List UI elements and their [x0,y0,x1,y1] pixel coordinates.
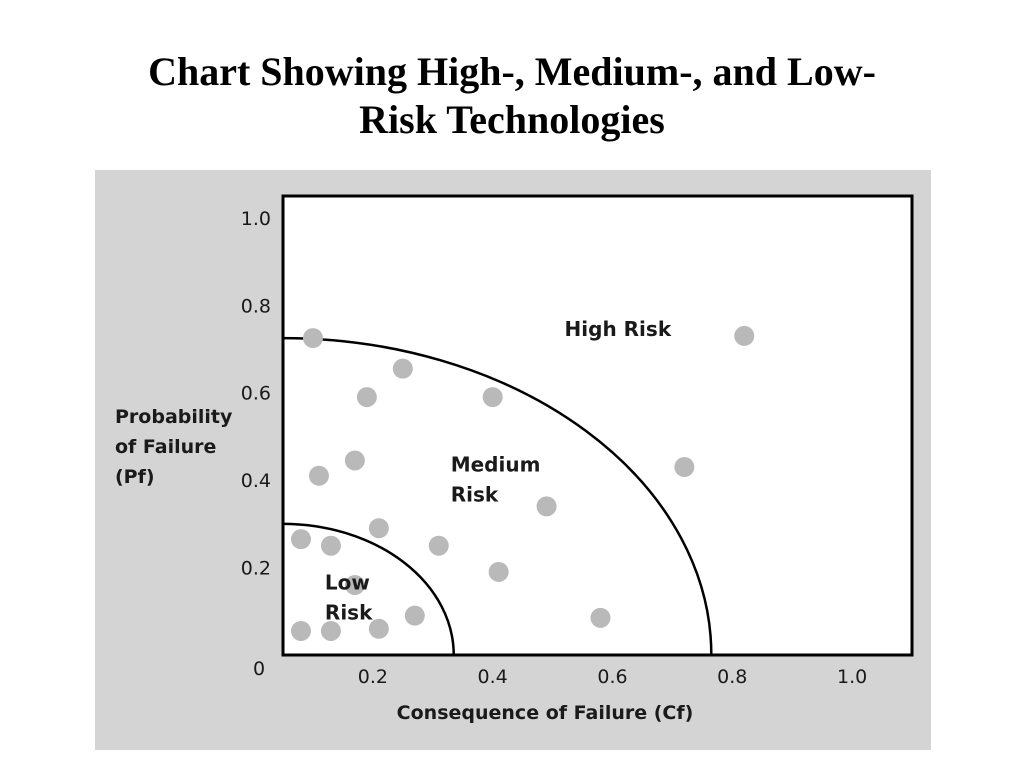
boundary-low-medium [282,522,455,656]
origin-label: 0 [253,658,265,680]
data-point-9 [536,496,557,517]
data-point-4 [482,387,503,408]
x-tick-label: 1.0 [837,666,867,688]
y-tick-label: 0.2 [241,558,271,580]
data-point-14 [488,561,509,582]
data-point-19 [320,620,341,641]
region-label-3: High Risk [565,317,672,341]
data-point-20 [368,618,389,639]
y-tick-label: 0.6 [241,383,271,405]
data-point-10 [368,518,389,539]
data-point-13 [428,535,449,556]
slide-title: Chart Showing High-, Medium-, and Low- R… [40,48,984,144]
data-point-16 [404,605,425,626]
data-point-12 [320,535,341,556]
data-point-18 [290,620,311,641]
y-axis-label-line-1: Probability [115,406,233,428]
data-point-1 [302,328,323,349]
title-line-2: Risk Technologies [359,97,665,142]
y-tick-label: 0.4 [241,470,271,492]
figure-panel: Low Risk Medium Risk High Risk 0.2 0.4 0.6 0.8 1.… [95,170,931,750]
x-tick-label: 0.8 [717,666,747,688]
x-tick-label: 0.2 [358,666,388,688]
data-point-11 [290,529,311,550]
x-tick-label: 0.6 [597,666,627,688]
data-point-7 [308,465,329,486]
region-label-2: Medium Risk [451,452,541,506]
plot-area [281,194,914,657]
x-axis-label: Consequence of Failure (Cf) [396,702,694,724]
boundary-medium-high [282,336,713,656]
data-point-3 [356,387,377,408]
region-label-1: Low Risk [325,570,373,624]
risk-chart: Low Risk Medium Risk High Risk 0.2 0.4 0.6 0.8 1.… [241,194,914,688]
data-point-5 [734,325,755,346]
data-point-8 [674,457,695,478]
y-tick-label: 0.8 [241,295,271,317]
y-axis-label: Probability of Failure (Pf) [115,402,232,492]
data-point-2 [392,358,413,379]
title-line-1: Chart Showing High-, Medium-, and Low- [148,49,876,94]
x-tick-label: 0.4 [478,666,508,688]
y-tick-label: 1.0 [241,208,271,230]
data-point-17 [590,607,611,628]
y-axis-label-line-3: (Pf) [115,466,155,488]
data-point-6 [344,450,365,471]
data-point-15 [344,575,365,596]
y-axis-label-line-2: of Failure [115,436,217,458]
